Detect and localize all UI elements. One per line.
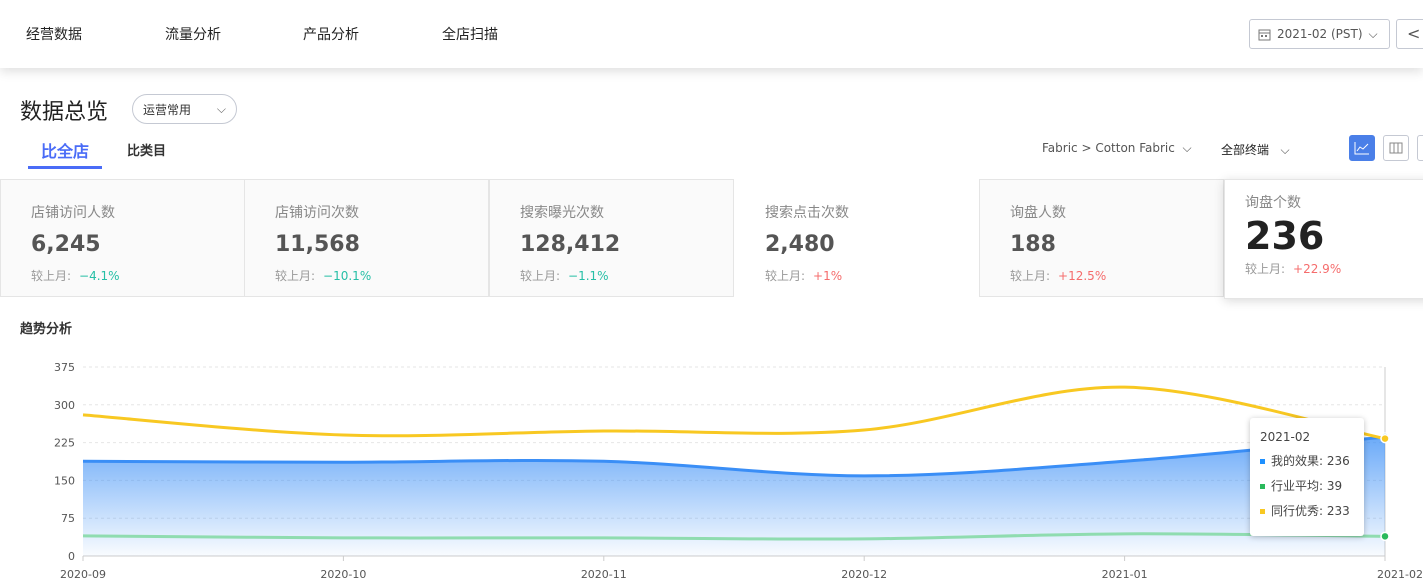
x-tick-label: 2020-11: [581, 568, 627, 581]
category-select[interactable]: Fabric > Cotton Fabric ⌵: [1042, 141, 1192, 156]
terminal-select[interactable]: 全部终端 ⌵: [1221, 141, 1290, 158]
chevron-down-icon: ⌵: [1178, 141, 1192, 155]
calendar-icon: [1258, 29, 1271, 40]
legend-square-icon: [1260, 459, 1265, 464]
metric-compare: 较上月: +1%: [765, 267, 948, 284]
compare-change: −4.1%: [79, 269, 120, 283]
metric-value: 11,568: [275, 232, 360, 257]
terminal-value: 全部终端: [1221, 143, 1270, 157]
series-line: [82, 385, 1386, 441]
legend-square-icon: [1260, 509, 1265, 514]
legend-square-icon: [1260, 484, 1265, 489]
date-picker[interactable]: 2021-02 (PST) ⌵: [1249, 19, 1390, 49]
metric-cards: 店铺访问人数 6,245 较上月: −4.1% 店铺访问次数 11,568 较上月:…: [0, 179, 1423, 299]
tab-category[interactable]: 比类目: [127, 144, 167, 159]
y-tick-label: 225: [54, 437, 75, 450]
y-tick-label: 0: [68, 550, 75, 563]
nav-traffic[interactable]: 流量分析: [165, 27, 221, 43]
chevron-down-icon: ⌵: [216, 101, 226, 116]
line-view-button[interactable]: [1349, 135, 1375, 161]
compare-change: +22.9%: [1293, 262, 1342, 276]
chevron-down-icon: ⌵: [1272, 143, 1290, 157]
metric-card[interactable]: 搜索点击次数 2,480 较上月: +1%: [734, 179, 979, 297]
x-tick-label: 2020-10: [320, 568, 366, 581]
metric-label: 询盘人数: [1010, 205, 1066, 221]
compare-change: −1.1%: [568, 269, 609, 283]
metric-compare: 较上月: −1.1%: [520, 267, 703, 284]
x-tick-label: 2020-12: [841, 568, 887, 581]
series-line: [82, 532, 1386, 541]
category-value: Fabric > Cotton Fabric: [1042, 141, 1175, 155]
metric-compare: 较上月: −10.1%: [275, 267, 458, 284]
preset-select[interactable]: 运营常用 ⌵: [132, 94, 237, 124]
x-tick-label: 2021-01: [1102, 568, 1148, 581]
more-view-button[interactable]: [1417, 135, 1423, 161]
metric-value: 188: [1010, 232, 1056, 257]
tooltip-row: 我的效果: 236: [1260, 452, 1354, 469]
tooltip-value: 行业平均: 39: [1271, 479, 1343, 493]
metric-compare: 较上月: +22.9%: [1245, 260, 1423, 277]
tooltip-value: 我的效果: 236: [1271, 454, 1350, 468]
compare-change: −10.1%: [323, 269, 372, 283]
chart-tooltip: 2021-02 我的效果: 236 行业平均: 39 同行优秀: 233: [1250, 418, 1364, 536]
metric-label: 店铺访问次数: [275, 205, 359, 221]
metric-label: 搜索点击次数: [765, 205, 849, 221]
compare-change: +12.5%: [1058, 269, 1107, 283]
series-point: [1380, 531, 1390, 542]
page-title: 数据总览: [20, 100, 109, 125]
series-point: [1380, 433, 1390, 444]
compare-label: 较上月:: [275, 269, 316, 283]
date-value: 2021-02 (PST): [1277, 27, 1363, 41]
tooltip-value: 同行优秀: 233: [1271, 504, 1350, 518]
tooltip-row: 同行优秀: 233: [1260, 502, 1354, 519]
compare-label: 较上月:: [765, 269, 806, 283]
metric-label: 搜索曝光次数: [520, 205, 604, 221]
compare-label: 较上月:: [1245, 262, 1286, 276]
metric-card[interactable]: 询盘个数 236 较上月: +22.9%: [1224, 179, 1423, 299]
metric-card[interactable]: 店铺访问次数 11,568 较上月: −10.1%: [244, 179, 489, 297]
compare-label: 较上月:: [1010, 269, 1051, 283]
trend-chart: 0 75 150 225 300 375 2020-09 2020-10 2020-11 2020…: [54, 361, 1423, 581]
y-tick-label: 375: [54, 361, 75, 374]
line-chart-icon: [1354, 142, 1369, 155]
series-line: [82, 435, 1386, 478]
nav-operations[interactable]: 经营数据: [26, 27, 82, 43]
tab-whole-store[interactable]: 比全店: [28, 138, 102, 169]
metric-value: 2,480: [765, 232, 835, 257]
metric-card[interactable]: 搜索曝光次数 128,412 较上月: −1.1%: [489, 179, 734, 297]
y-tick-label: 300: [54, 399, 75, 412]
top-nav: 经营数据 流量分析 产品分析 全店扫描 2021-02 (PST) ⌵ <: [0, 0, 1423, 68]
metric-label: 店铺访问人数: [31, 205, 115, 221]
metric-card[interactable]: 店铺访问人数 6,245 较上月: −4.1%: [0, 179, 245, 297]
y-tick-label: 75: [61, 512, 75, 525]
table-view-button[interactable]: [1383, 135, 1409, 161]
x-tick-label: 2021-02: [1377, 568, 1423, 581]
chevron-down-icon: ⌵: [1368, 26, 1378, 41]
metric-compare: 较上月: −4.1%: [31, 267, 214, 284]
nav-product[interactable]: 产品分析: [303, 27, 359, 43]
x-tick-label: 2020-09: [60, 568, 106, 581]
columns-icon: [1389, 142, 1403, 154]
metric-value: 236: [1245, 214, 1325, 258]
metric-compare: 较上月: +12.5%: [1010, 267, 1193, 284]
tooltip-title: 2021-02: [1260, 430, 1311, 444]
compare-label: 较上月:: [31, 269, 72, 283]
compare-label: 较上月:: [520, 269, 561, 283]
metric-value: 128,412: [520, 232, 621, 257]
metric-label: 询盘个数: [1245, 195, 1301, 211]
prev-button[interactable]: <: [1396, 19, 1423, 49]
metric-card[interactable]: 询盘人数 188 较上月: +12.5%: [979, 179, 1224, 297]
preset-value: 运营常用: [143, 102, 192, 117]
nav-store-scan[interactable]: 全店扫描: [442, 27, 498, 43]
tooltip-row: 行业平均: 39: [1260, 477, 1354, 494]
y-tick-label: 150: [54, 474, 75, 487]
metric-value: 6,245: [31, 232, 101, 257]
compare-change: +1%: [813, 269, 843, 283]
trend-title: 趋势分析: [20, 322, 73, 337]
